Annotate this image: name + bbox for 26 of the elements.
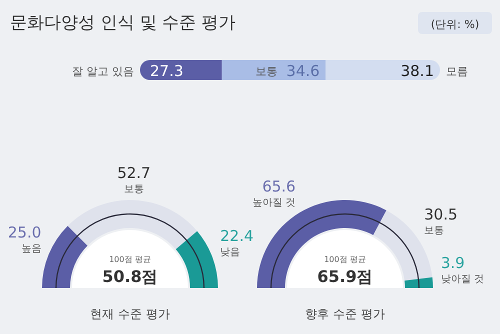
- slice-label: 높음: [21, 243, 42, 254]
- data-label: 38.1: [400, 62, 434, 80]
- data-label: 3.9: [440, 254, 465, 272]
- slice-label: 낮아질 것: [440, 274, 484, 286]
- series-label: 잘 알고 있음: [72, 65, 134, 78]
- slice-label: 높아질 것: [252, 198, 296, 209]
- slice-label: 보통: [424, 226, 444, 237]
- text: 향후 수준 평가: [305, 307, 385, 321]
- text: 100점 평균: [324, 255, 366, 264]
- text: 50.8점: [102, 267, 158, 286]
- text: 65.9점: [317, 267, 373, 286]
- data-label: 65.6: [262, 178, 296, 196]
- data-label: 34.6: [286, 62, 320, 80]
- slice-label: 보통: [124, 184, 144, 196]
- chart-title: 문화다양성 인식 및 수준 평가: [10, 13, 236, 33]
- text: 100점 평균: [109, 255, 151, 264]
- data-label: 22.4: [220, 226, 254, 245]
- data-label: 30.5: [424, 206, 458, 224]
- slice-label: 낮음: [220, 246, 240, 258]
- series-label: 모름: [446, 65, 468, 78]
- text: 현재 수준 평가: [90, 307, 170, 321]
- data-label: 27.3: [150, 62, 184, 80]
- series-label: 보통: [256, 65, 278, 78]
- data-label: 52.7: [117, 164, 151, 182]
- data-label: 25.0: [8, 223, 42, 242]
- text: (단위: %): [430, 18, 480, 31]
